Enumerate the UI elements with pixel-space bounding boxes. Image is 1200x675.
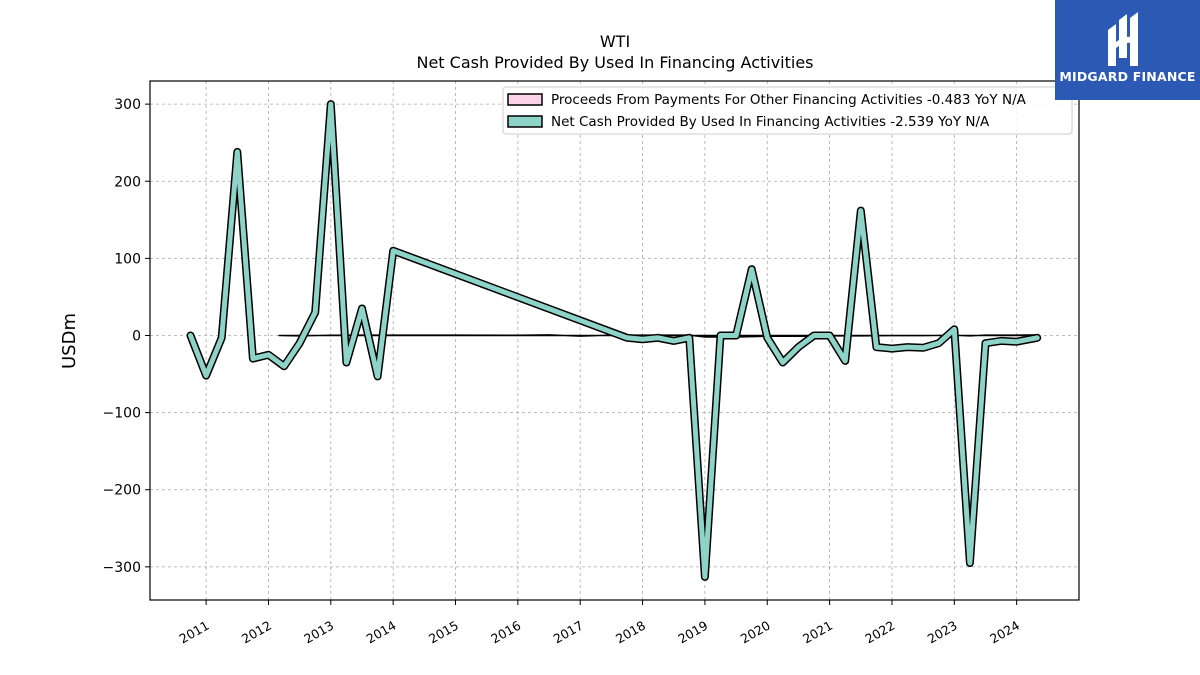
y-tick-label: −100	[103, 406, 141, 422]
x-tick-label: 2015	[426, 618, 461, 647]
legend-swatch-net-cash	[507, 115, 543, 128]
x-tick-label: 2022	[862, 618, 897, 647]
chart-title: WTI	[600, 32, 630, 51]
midgard-logo-icon	[1108, 12, 1138, 66]
x-tick-label: 2023	[925, 618, 960, 647]
x-tick-label: 2019	[675, 618, 710, 647]
y-tick-label: 100	[114, 251, 141, 267]
legend-label-proceeds: Proceeds From Payments For Other Financi…	[551, 92, 1027, 108]
legend: Proceeds From Payments For Other Financi…	[502, 86, 1073, 135]
x-tick-label: 2013	[301, 618, 336, 647]
y-tick-label: 200	[114, 174, 141, 190]
x-tick-label: 2012	[239, 618, 274, 647]
y-tick-label: 300	[114, 97, 141, 113]
y-axis: −300 −200 −100 0 100 200 300	[103, 97, 150, 576]
x-tick-label: 2014	[364, 618, 399, 647]
series-line-net-cash	[188, 101, 1040, 580]
x-tick-label: 2017	[551, 618, 586, 647]
legend-label-net-cash: Net Cash Provided By Used In Financing A…	[551, 114, 990, 130]
x-tick-label: 2024	[987, 618, 1022, 647]
x-axis: 2011 2012 2013 2014 2015 2016 2017 2018 2019 2020…	[177, 600, 1022, 647]
plot-frame	[149, 80, 1080, 601]
y-tick-label: −200	[103, 483, 141, 499]
series-layer	[186, 100, 1042, 581]
x-tick-label: 2021	[800, 618, 835, 647]
x-tick-label: 2011	[177, 618, 212, 647]
y-axis-label: USDm	[59, 313, 80, 369]
legend-swatch-proceeds	[507, 93, 543, 106]
chart-subtitle: Net Cash Provided By Used In Financing A…	[416, 53, 813, 72]
legend-box	[502, 86, 1073, 135]
y-tick-label: 0	[132, 328, 141, 344]
y-tick-label: −300	[103, 560, 141, 576]
x-tick-label: 2018	[613, 618, 648, 647]
brand-name: MIDGARD FINANCE	[1059, 69, 1196, 84]
brand-logo: MIDGARD FINANCE	[1055, 0, 1200, 100]
x-tick-label: 2016	[488, 618, 523, 647]
series-line-outline	[186, 100, 1042, 581]
x-tick-label: 2020	[738, 618, 773, 647]
